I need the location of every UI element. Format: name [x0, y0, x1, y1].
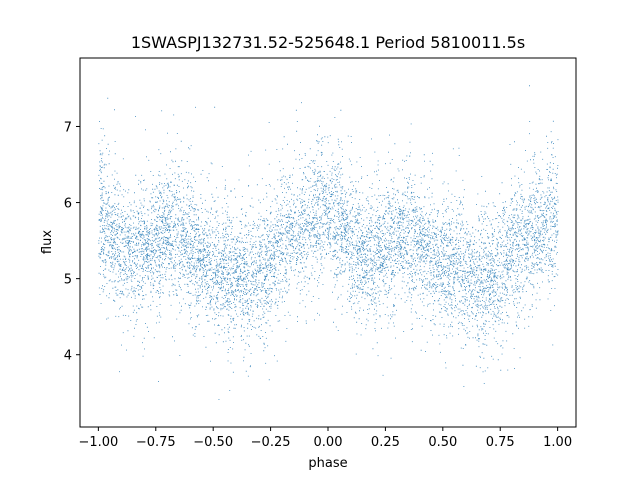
x-tick-label: −0.75: [136, 435, 176, 450]
x-tick-label: 0.50: [428, 435, 457, 450]
x-axis-ticks: −1.00 −0.75 −0.50 −0.25 0.00 0.25 0.50 0.75 1.00: [78, 427, 572, 450]
x-tick-label: 0.00: [314, 435, 343, 450]
x-axis-label: phase: [308, 456, 347, 471]
x-tick-label: 0.25: [371, 435, 400, 450]
x-tick-label: −0.50: [193, 435, 233, 450]
x-tick-label: −0.25: [251, 435, 291, 450]
x-tick-label: 1.00: [543, 435, 572, 450]
x-tick-label: 0.75: [486, 435, 515, 450]
y-tick-label: 7: [64, 120, 72, 135]
y-tick-label: 6: [64, 197, 72, 212]
chart-title: 1SWASPJ132731.52-525648.1 Period 5810011…: [131, 33, 525, 52]
y-tick-label: 5: [64, 273, 72, 288]
x-tick-label: −1.00: [78, 435, 118, 450]
y-axis-ticks: 4 5 6 7: [64, 120, 80, 364]
y-axis-label: flux: [40, 230, 55, 254]
y-tick-label: 4: [64, 349, 72, 364]
